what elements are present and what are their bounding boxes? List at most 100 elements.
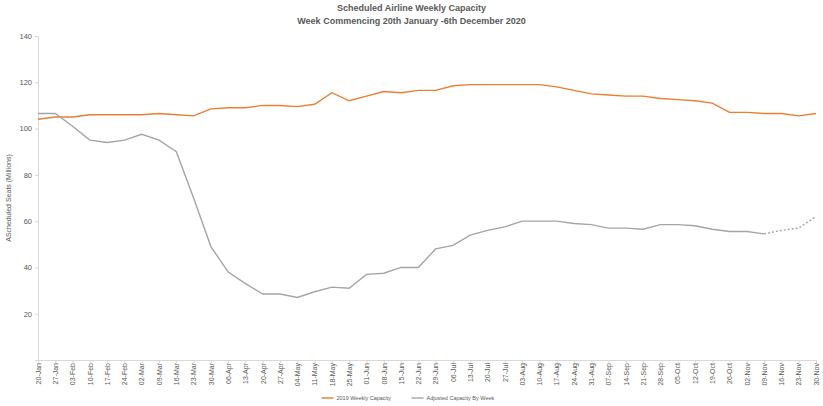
x-tick-mark <box>730 360 731 363</box>
y-tick-mark <box>35 267 38 268</box>
x-tick-mark <box>90 360 91 363</box>
x-tick: 09-Nov <box>761 360 768 386</box>
x-tick-mark <box>211 360 212 363</box>
x-tick-mark <box>488 360 489 363</box>
y-tick: 20 <box>24 310 38 319</box>
x-tick: 07-Sep <box>605 360 613 386</box>
x-tick-mark <box>401 360 402 363</box>
y-tick-label: 20 <box>24 310 32 319</box>
x-tick: 15-Jun <box>398 360 405 384</box>
y-tick-mark <box>35 129 38 130</box>
x-tick-label: 27-Jan <box>52 363 59 385</box>
x-tick-mark <box>453 360 454 363</box>
x-tick-label: 03-Aug <box>519 363 527 386</box>
x-tick: 05-Oct <box>674 360 681 384</box>
x-tick-label: 20-Jan <box>35 363 42 385</box>
x-axis-line <box>39 361 817 364</box>
x-tick: 13-Apr <box>242 360 250 384</box>
x-tick: 23-Mar <box>190 360 197 385</box>
x-tick-mark <box>315 360 316 363</box>
x-tick-label: 07-Sep <box>605 363 613 386</box>
x-tick: 20-Apr <box>259 360 267 384</box>
y-tick-mark <box>35 221 38 222</box>
x-tick: 14-Sep <box>623 360 631 386</box>
x-tick-mark <box>695 360 696 363</box>
x-tick-mark <box>470 360 471 363</box>
x-tick: 22-Jun <box>415 360 422 384</box>
x-tick-mark <box>38 360 39 363</box>
x-tick-mark <box>747 360 748 363</box>
x-axis: 20-Jan27-Jan03-Feb10-Feb17-Feb24-Feb02-M… <box>35 360 820 386</box>
x-tick-mark <box>263 360 264 363</box>
x-tick: 09-Mar <box>156 360 163 385</box>
x-tick-label: 10-Feb <box>87 363 94 385</box>
x-tick-label: 09-Nov <box>761 363 768 386</box>
x-tick-label: 14-Sep <box>623 363 631 386</box>
title: Scheduled Airline Weekly Capacity <box>337 3 486 13</box>
y-tick-label: 40 <box>24 263 32 272</box>
x-tick-label: 08-Jun <box>381 363 388 385</box>
x-tick: 10-Feb <box>87 360 94 385</box>
x-tick-mark <box>176 360 177 363</box>
x-tick-mark <box>228 360 229 363</box>
x-tick: 25-May <box>346 360 354 386</box>
legend-item: Adjusted Capacity By Week <box>412 395 495 401</box>
x-tick-mark <box>591 360 592 363</box>
x-tick-mark <box>557 360 558 363</box>
x-tick-label: 16-Mar <box>173 362 180 385</box>
x-tick-label: 27-Jul <box>502 363 509 383</box>
x-tick-label: 02-Mar <box>138 362 145 385</box>
x-tick: 28-Sep <box>657 360 665 386</box>
x-tick-mark <box>712 360 713 363</box>
x-tick-mark <box>643 360 644 363</box>
legend: 2019 Weekly Capacity Adjusted Capacity By… <box>322 395 495 401</box>
y-axis-line <box>35 37 39 361</box>
x-tick-label: 10-Aug <box>536 363 544 386</box>
x-tick-mark <box>522 360 523 363</box>
x-tick: 20-Jan <box>35 360 42 384</box>
x-tick-label: 17-Aug <box>553 363 561 386</box>
x-tick-mark <box>366 360 367 363</box>
x-tick: 16-Mar <box>173 360 180 385</box>
x-tick-mark <box>781 360 782 363</box>
x-tick-label: 27-Apr <box>277 362 285 384</box>
subtitle: Week Commencing 20th January -6th Decemb… <box>297 16 525 26</box>
x-tick: 26-Oct <box>726 360 733 384</box>
x-tick-mark <box>609 360 610 363</box>
x-tick: 27-Jan <box>52 360 59 384</box>
x-tick-mark <box>297 360 298 363</box>
x-tick-label: 20-Apr <box>259 362 267 384</box>
x-tick-mark <box>505 360 506 363</box>
x-tick-label: 30-Mar <box>208 362 215 385</box>
x-tick-label: 04-May <box>294 363 302 387</box>
x-tick: 02-Mar <box>138 360 145 385</box>
x-tick-mark <box>194 360 195 363</box>
x-tick: 30-Nov <box>813 360 820 386</box>
x-tick-mark <box>332 360 333 363</box>
x-tick-label: 30-Nov <box>813 363 820 386</box>
legend-item: 2019 Weekly Capacity <box>322 395 392 401</box>
chart: Scheduled Airline Weekly Capacity Week Co… <box>0 0 823 406</box>
legend-swatch <box>412 397 424 398</box>
x-tick-label: 06-Apr <box>225 362 233 384</box>
x-tick: 08-Jun <box>381 360 388 384</box>
x-tick: 03-Aug <box>519 360 527 386</box>
x-tick-mark <box>245 360 246 363</box>
x-tick-mark <box>73 360 74 363</box>
x-tick-mark <box>436 360 437 363</box>
x-tick: 20-Jul <box>484 360 491 382</box>
x-tick-mark <box>418 360 419 363</box>
x-tick: 19-Oct <box>709 360 716 384</box>
x-tick: 29-Jun <box>432 360 439 384</box>
x-tick: 27-Apr <box>277 360 285 384</box>
x-tick: 21-Sep <box>640 360 648 386</box>
x-tick: 16-Nov <box>778 360 785 386</box>
x-tick-label: 13-Jul <box>467 363 474 383</box>
x-tick-label: 17-Feb <box>104 363 111 385</box>
x-tick-label: 20-Jul <box>484 363 491 383</box>
x-tick-label: 11-May <box>311 363 319 386</box>
x-tick-mark <box>626 360 627 363</box>
y-axis-title: AScheduled Seats (Millions) <box>5 154 13 242</box>
y-tick: 140 <box>19 32 38 41</box>
x-tick-label: 24-Feb <box>121 363 128 385</box>
